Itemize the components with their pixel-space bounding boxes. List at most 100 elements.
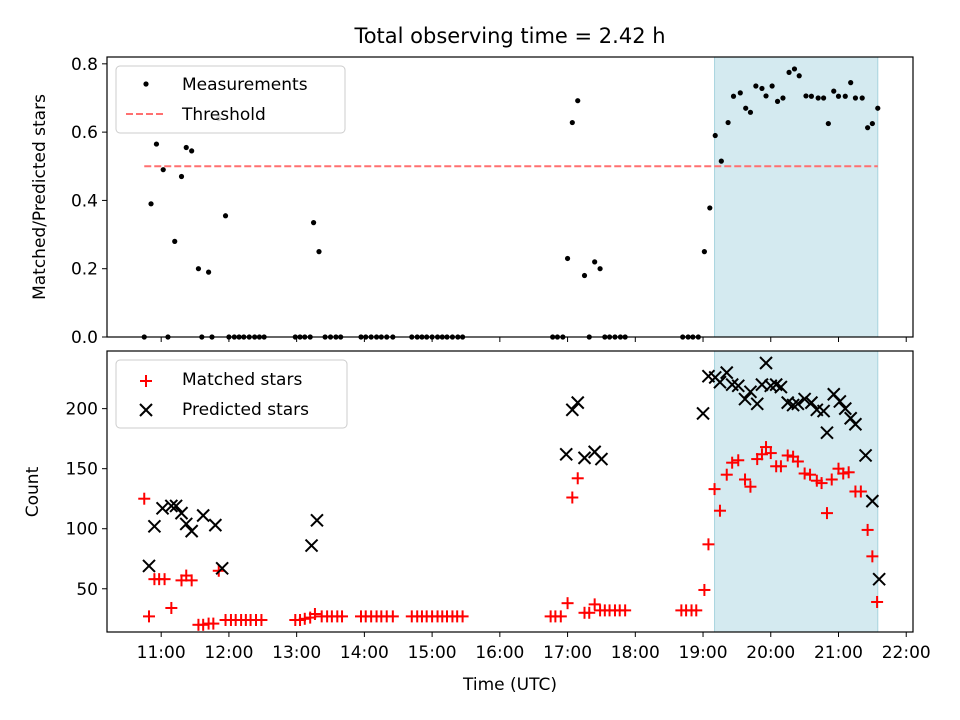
predicted-star-point	[147, 519, 162, 534]
legend-predicted-marker	[139, 403, 153, 417]
measurement-point	[730, 93, 737, 99]
legend-matched-marker	[140, 375, 152, 387]
predicted-star-point	[184, 524, 199, 538]
x-tick-label: 14:00	[340, 643, 389, 663]
measurement-point	[160, 167, 166, 173]
top-legend-box	[115, 65, 346, 134]
matched-star-point	[825, 473, 838, 486]
matched-star-point	[571, 472, 584, 485]
measurement-point	[575, 98, 581, 104]
predicted-star-stroke	[179, 517, 193, 531]
matched-star-point	[837, 467, 850, 480]
predicted-star-point	[786, 398, 800, 412]
top-y-tick-label: 0.0	[71, 328, 98, 348]
measurement-point	[718, 158, 724, 164]
predicted-star-point	[791, 397, 805, 411]
top-highlight-span	[714, 56, 879, 338]
measurement-point	[172, 238, 178, 244]
matched-star-point	[298, 612, 311, 625]
measurement-point	[808, 93, 815, 99]
matched-star-point	[861, 523, 874, 536]
measurement-point	[875, 105, 881, 111]
matched-star-point	[804, 468, 817, 481]
matched-star-point	[781, 449, 794, 462]
measurement-point	[701, 249, 707, 255]
x-tick-label: 12:00	[204, 643, 253, 663]
predicted-star-stroke	[797, 392, 812, 406]
measurement-point	[769, 83, 775, 89]
predicted-star-stroke	[816, 404, 831, 418]
measurement-point	[743, 105, 749, 111]
measurement-point	[725, 119, 731, 126]
matched-star-point	[764, 447, 777, 460]
top-legend: Measurements Threshold	[115, 65, 346, 134]
predicted-star-point	[731, 379, 745, 393]
matched-star-point	[142, 610, 155, 623]
predicted-star-point	[713, 375, 727, 389]
measurement-point	[222, 213, 229, 219]
measurement-point	[774, 98, 781, 104]
measurement-point	[316, 249, 322, 255]
matched-star-point	[690, 604, 703, 617]
x-tick-label: 18:00	[611, 643, 660, 663]
matched-star-point	[588, 598, 601, 611]
predicted-star-point	[720, 365, 734, 380]
legend-threshold-label: Threshold	[181, 105, 266, 125]
predicted-star-stroke	[769, 377, 783, 392]
measurement-point	[205, 269, 212, 275]
predicted-star-stroke	[169, 499, 183, 513]
predicted-star-stroke	[304, 538, 319, 553]
predicted-star-stroke	[791, 397, 805, 411]
measurement-point	[869, 120, 875, 127]
predicted-star-point	[872, 572, 886, 586]
matched-star-point	[456, 610, 469, 623]
matched-star-point	[871, 595, 884, 608]
predicted-star-stroke	[184, 524, 199, 538]
chart-title: Total observing time = 2.42 h	[353, 24, 665, 48]
predicted-star-point	[848, 417, 863, 431]
predicted-star-stroke	[810, 403, 824, 417]
predicted-star-point	[208, 518, 223, 532]
x-tick-label: 17:00	[543, 643, 592, 663]
bottom-series	[138, 356, 886, 631]
matched-star-point	[138, 492, 151, 505]
predicted-star-point	[750, 397, 764, 411]
predicted-star-stroke	[577, 451, 592, 465]
measurement-point	[831, 88, 837, 94]
predicted-star-stroke	[804, 395, 819, 410]
measurement-point	[592, 259, 598, 265]
matched-star-point	[583, 606, 596, 619]
predicted-star-point	[142, 559, 156, 573]
matched-star-point	[732, 454, 745, 467]
predicted-star-stroke	[759, 356, 773, 370]
matched-star-point	[842, 466, 855, 479]
predicted-star-point	[594, 452, 609, 466]
top-panel: 0.00.20.40.60.8 Matched/Predicted stars …	[30, 55, 914, 348]
matched-star-point	[336, 610, 349, 623]
predicted-star-stroke	[858, 448, 873, 463]
measurement-point	[183, 144, 189, 151]
matched-star-point	[791, 455, 804, 468]
matched-star-point	[713, 504, 726, 517]
measurement-point	[747, 109, 754, 115]
top-y-ticks: 0.0 0.2 0.4 0.6 0.8	[71, 55, 107, 348]
predicted-star-point	[820, 425, 834, 440]
predicted-star-point	[559, 447, 573, 461]
bottom-x-ticks: 11:00 12:00 13:00 14:00 15:00 16:00 17:00 18:00…	[137, 632, 931, 663]
predicted-star-stroke	[174, 506, 189, 520]
predicted-star-stroke	[743, 385, 758, 399]
matched-star-point	[698, 583, 711, 596]
bottom-panel: 50 100 150 200 11:00 12:00 13:00 14:00 15:00 16:…	[23, 350, 931, 695]
bottom-legend: Matched stars Predicted stars	[115, 359, 348, 429]
predicted-star-stroke	[147, 519, 162, 534]
x-tick-label: 21:00	[814, 643, 863, 663]
measurement-point	[564, 255, 571, 262]
predicted-star-point	[164, 499, 179, 513]
matched-star-point	[815, 477, 828, 490]
predicted-star-point	[696, 406, 710, 421]
predicted-star-stroke	[725, 377, 739, 392]
predicted-star-stroke	[720, 365, 734, 380]
measurement-point	[791, 66, 798, 72]
bottom-y-tick-label: 150	[66, 460, 98, 480]
